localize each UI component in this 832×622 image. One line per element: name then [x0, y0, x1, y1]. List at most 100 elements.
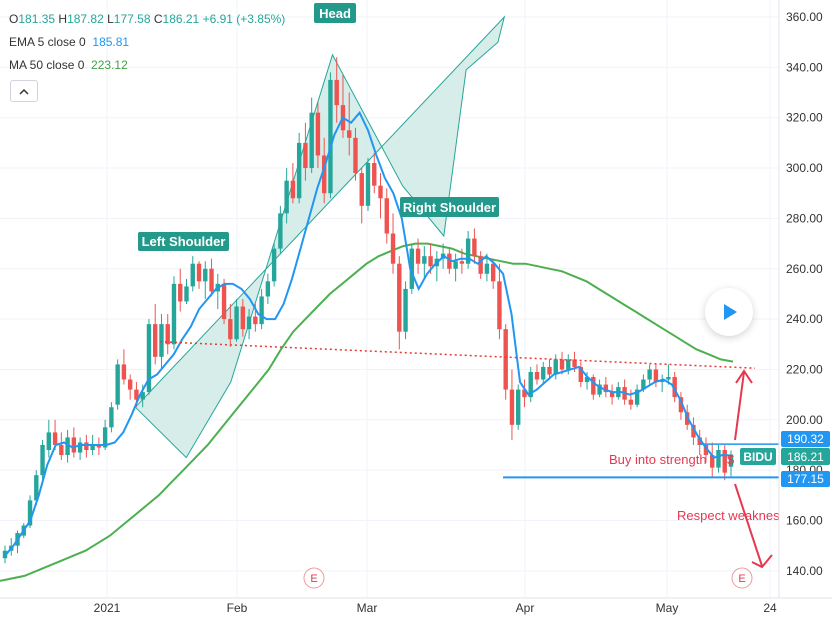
candle-body: [572, 359, 577, 367]
candles-layer: [2, 57, 734, 564]
candle-body: [34, 475, 39, 501]
lower-price-tag: [781, 471, 830, 487]
upper-price-tag: [781, 431, 830, 447]
candle-body: [541, 366, 546, 380]
candle-body: [653, 369, 659, 383]
candle-body: [428, 256, 433, 267]
dollar-icon: $: [727, 452, 735, 467]
chevron-up-icon: [19, 88, 29, 95]
candle-body: [271, 248, 277, 282]
ohlc-row: O181.35 H187.82 L177.58 C186.21 +6.91 (+…: [9, 8, 285, 31]
right-shoulder-label: Right Shoulder: [403, 200, 496, 215]
candle-body: [196, 263, 202, 282]
candle-body: [409, 248, 415, 289]
chart-overlays: [159, 341, 779, 479]
candle-body: [65, 437, 70, 456]
candle-body: [672, 377, 677, 398]
candle-body: [422, 256, 427, 264]
ema-legend-value: 185.81: [92, 35, 130, 49]
y-tick-label: 200.00: [786, 413, 823, 427]
candle-body: [691, 424, 696, 438]
respect-annotation: Respect weakness: [677, 508, 787, 523]
earnings-markers: E E: [303, 567, 753, 589]
ma-legend-value: 223.12: [91, 58, 128, 72]
candle-body: [27, 500, 33, 526]
open-value: 181.35: [18, 12, 56, 26]
time-scale[interactable]: 2021 Feb Mar Apr May 24: [0, 597, 832, 615]
candle-body: [234, 306, 239, 340]
pattern-label-group: Left Shoulder Head Right Shoulder: [138, 3, 499, 251]
x-tick-label: 2021: [94, 601, 121, 615]
x-tick-label: Apr: [516, 601, 535, 615]
open-label: O: [9, 12, 19, 26]
ma-legend-label: MA 50 close 0: [9, 58, 85, 72]
candle-body: [209, 268, 214, 292]
candle-body: [59, 444, 64, 456]
candle-body: [628, 399, 634, 405]
lower-price-label: 177.15: [787, 472, 824, 486]
current-price-label: 186.21: [787, 450, 824, 464]
candle-body: [240, 306, 246, 330]
candle-body: [372, 163, 377, 186]
candle-body: [365, 163, 371, 206]
play-icon: [724, 304, 737, 320]
candle-body: [159, 324, 164, 357]
legend-collapse-button[interactable]: [10, 80, 38, 102]
candle-body: [534, 371, 540, 380]
chart-grid: [0, 0, 779, 598]
candle-body: [84, 442, 89, 451]
earnings-icon[interactable]: [731, 567, 753, 589]
low-label: L: [107, 12, 114, 26]
y-tick-label: 140.00: [786, 564, 823, 578]
candle-body: [728, 454, 734, 467]
y-tick-label: 220.00: [786, 362, 823, 376]
candle-body: [278, 213, 283, 249]
ma50-line: [0, 242, 734, 582]
candle-body: [77, 442, 83, 453]
y-tick-labels: 140.00160.00180.00200.00220.00240.00260.…: [786, 10, 823, 578]
ema-legend-row[interactable]: EMA 5 close 0 185.81: [9, 31, 285, 54]
candle-body: [96, 444, 102, 448]
price-scale[interactable]: 140.00160.00180.00200.00220.00240.00260.…: [740, 0, 832, 598]
symbol-label: BIDU: [743, 450, 772, 464]
candle-body: [647, 369, 652, 380]
candle-body: [102, 427, 108, 448]
candle-body: [284, 180, 289, 214]
ma-legend-row[interactable]: MA 50 close 0 223.12: [9, 54, 285, 77]
candle-body: [566, 359, 571, 370]
ema5-line-layer: [4, 110, 732, 557]
candle-body: [478, 256, 483, 274]
y-tick-label: 320.00: [786, 111, 823, 125]
y-tick-label: 300.00: [786, 161, 823, 175]
candle-body: [703, 444, 709, 456]
candle-body: [697, 437, 702, 445]
candle-body: [522, 389, 527, 398]
candle-body: [153, 324, 158, 357]
candle-body: [140, 392, 145, 400]
x-tick-label: May: [656, 601, 679, 615]
candle-body: [178, 283, 183, 302]
candle-body: [127, 379, 133, 390]
y-tick-label: 340.00: [786, 60, 823, 74]
candle-body: [52, 432, 58, 445]
candle-body: [641, 379, 646, 390]
buy-annotation: Buy into strength: [609, 452, 707, 467]
candle-body: [584, 377, 590, 383]
candle-body: [90, 444, 95, 451]
price-scale-bg: [779, 0, 832, 598]
earnings-icon[interactable]: [303, 567, 325, 589]
candle-body: [40, 444, 45, 476]
candle-body: [459, 261, 465, 264]
candle-body: [246, 316, 252, 330]
candle-body: [415, 248, 421, 264]
candle-body: [484, 263, 490, 274]
replay-button[interactable]: [705, 288, 753, 336]
down-arrow-icon: [734, 483, 773, 569]
candle-body: [184, 286, 189, 302]
candle-body: [190, 263, 195, 287]
y-tick-label: 240.00: [786, 312, 823, 326]
candle-body: [384, 198, 389, 234]
candle-body: [447, 253, 452, 269]
candle-body: [321, 155, 327, 194]
